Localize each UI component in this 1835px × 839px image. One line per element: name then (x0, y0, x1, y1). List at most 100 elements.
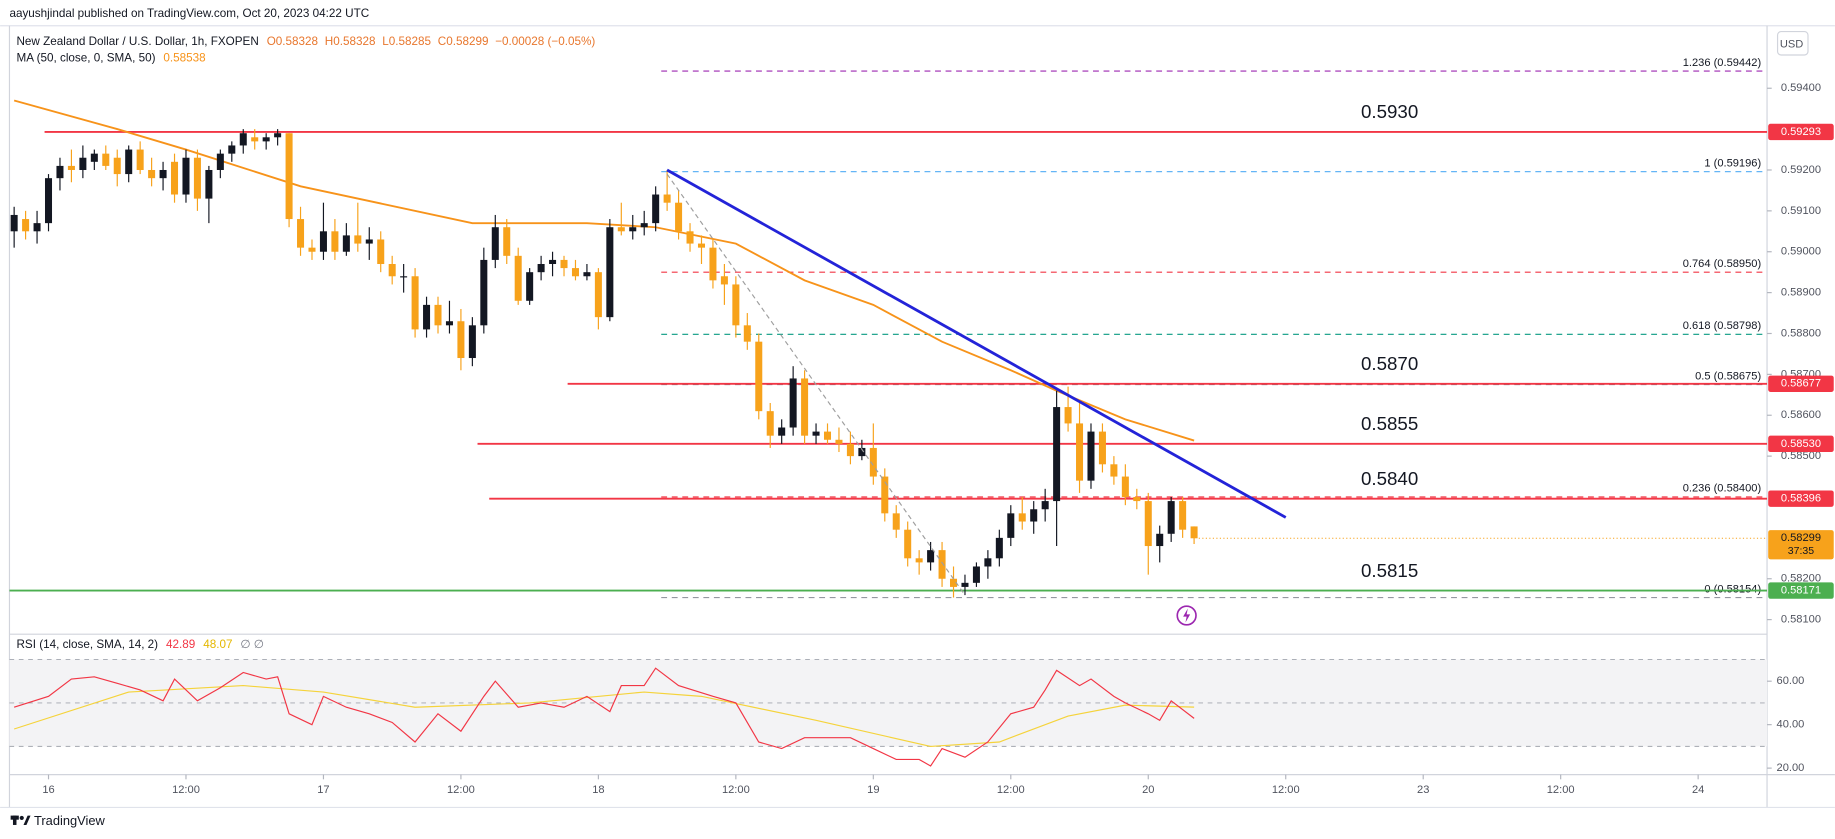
rsi-flags: ∅ ∅ (240, 638, 264, 651)
rsi-tick-label: 40.00 (1777, 719, 1805, 731)
fib-label: 1.236 (0.59442) (1683, 57, 1762, 69)
currency: USD (1780, 38, 1803, 50)
candle-body (1030, 509, 1038, 522)
candle-body (125, 149, 133, 175)
candle-body (778, 427, 786, 436)
x-tick-label: 19 (867, 784, 879, 796)
candle-body (331, 231, 339, 252)
candle-body (995, 537, 1003, 559)
candle-body (1041, 501, 1049, 510)
candle-body (90, 153, 98, 162)
y-tick-label: 0.58200 (1781, 573, 1821, 585)
x-tick-label: 12:00 (997, 784, 1025, 796)
candle-body (1179, 501, 1187, 530)
fib-label: 0.5 (0.58675) (1695, 370, 1761, 382)
candle-body (56, 165, 64, 179)
axis-price-label: 0.58171 (1781, 585, 1821, 597)
rsi-tick-label: 20.00 (1777, 762, 1805, 774)
rsi-value: 42.89 (166, 638, 195, 651)
x-tick-label: 12:00 (722, 784, 750, 796)
fib-label: 0 (0.58154) (1704, 583, 1761, 595)
candle-body (228, 145, 236, 154)
x-tick-label: 23 (1417, 784, 1429, 796)
candle-body (262, 137, 270, 142)
candle-body (113, 157, 121, 175)
candle-body (480, 259, 488, 326)
axis-price-box (1768, 582, 1834, 599)
ma-header: MA (50, close, 0, SMA, 50) 0.58538 (16, 52, 205, 65)
layers: 1.236 (0.59442) 1 (0.59196) 0.764 (0.58950… (9, 57, 1834, 796)
candle-body (675, 202, 683, 232)
symbol-header: New Zealand Dollar / U.S. Dollar, 1h, FX… (16, 35, 595, 48)
candle-body (571, 268, 579, 277)
candle-body (1064, 407, 1072, 424)
candle-body (400, 276, 408, 278)
candle-body (617, 227, 625, 232)
y-tick-label: 0.59200 (1781, 164, 1821, 176)
candle-body (377, 239, 385, 265)
candle-body (10, 214, 18, 232)
axis-price-label: 0.58677 (1781, 378, 1821, 390)
trend-line (666, 168, 1287, 519)
y-tick-label: 0.58600 (1781, 409, 1821, 421)
x-tick-label: 12:00 (1547, 784, 1575, 796)
x-tick-label: 18 (592, 784, 604, 796)
level-annotation: 0.5815 (1361, 560, 1418, 581)
ohlc-high: H0.58328 (325, 35, 376, 48)
candle-body (594, 272, 602, 318)
candle-body (950, 578, 958, 587)
candle-body (285, 133, 293, 220)
candle-body (961, 582, 969, 587)
brand-logo (10, 815, 31, 825)
y-tick-label: 0.59400 (1781, 82, 1821, 94)
publisher: aayushjindal published on TradingView.co… (9, 7, 369, 20)
candle-body (720, 276, 728, 285)
x-tick-label: 16 (42, 784, 54, 796)
x-tick-label: 12:00 (447, 784, 475, 796)
candle-body (67, 165, 75, 170)
candle-body (766, 411, 774, 436)
candle-body (1098, 431, 1106, 465)
candle-body (22, 219, 30, 232)
current-price-box (1768, 530, 1834, 560)
candle-body (629, 227, 637, 232)
axis-price-box (1768, 375, 1834, 392)
candle-body (319, 231, 327, 252)
candle-body (434, 304, 442, 326)
x-tick-label: 24 (1692, 784, 1704, 796)
candle-body (251, 137, 259, 142)
rsi-line (13, 667, 1195, 767)
logo-part (23, 815, 31, 825)
candle-body (354, 235, 362, 244)
axis-price-box (1768, 490, 1834, 507)
fib-label: 0.764 (0.58950) (1683, 258, 1762, 270)
candle-body (33, 223, 41, 232)
candle-body (881, 476, 889, 514)
candle-body (205, 169, 213, 199)
candle-body (526, 272, 534, 301)
fib-label: 1 (0.59196) (1704, 157, 1761, 169)
candle-body (732, 284, 740, 326)
candle-body (365, 239, 373, 244)
candle-body (239, 133, 247, 146)
candle-body (560, 259, 568, 269)
candle-body (938, 550, 946, 579)
candle-body (1053, 407, 1061, 502)
candle-body (892, 513, 900, 530)
y-tick-label: 0.58500 (1781, 450, 1821, 462)
ma-value: 0.58538 (163, 52, 205, 65)
brand: TradingView (34, 813, 105, 828)
ohlc-low: L0.58285 (382, 35, 431, 48)
candle-body (606, 227, 614, 318)
ohlc-change: −0.00028 (−0.05%) (495, 35, 595, 48)
candle-body (1018, 513, 1026, 522)
candle-body (904, 529, 912, 559)
y-tick-label: 0.59000 (1781, 246, 1821, 258)
current-price-label: 0.58299 (1781, 532, 1821, 544)
candle-body (823, 431, 832, 440)
candle-body (652, 194, 660, 224)
ma-line (13, 99, 1195, 442)
candle-body (709, 247, 717, 281)
level-annotation: 0.5840 (1361, 468, 1418, 489)
